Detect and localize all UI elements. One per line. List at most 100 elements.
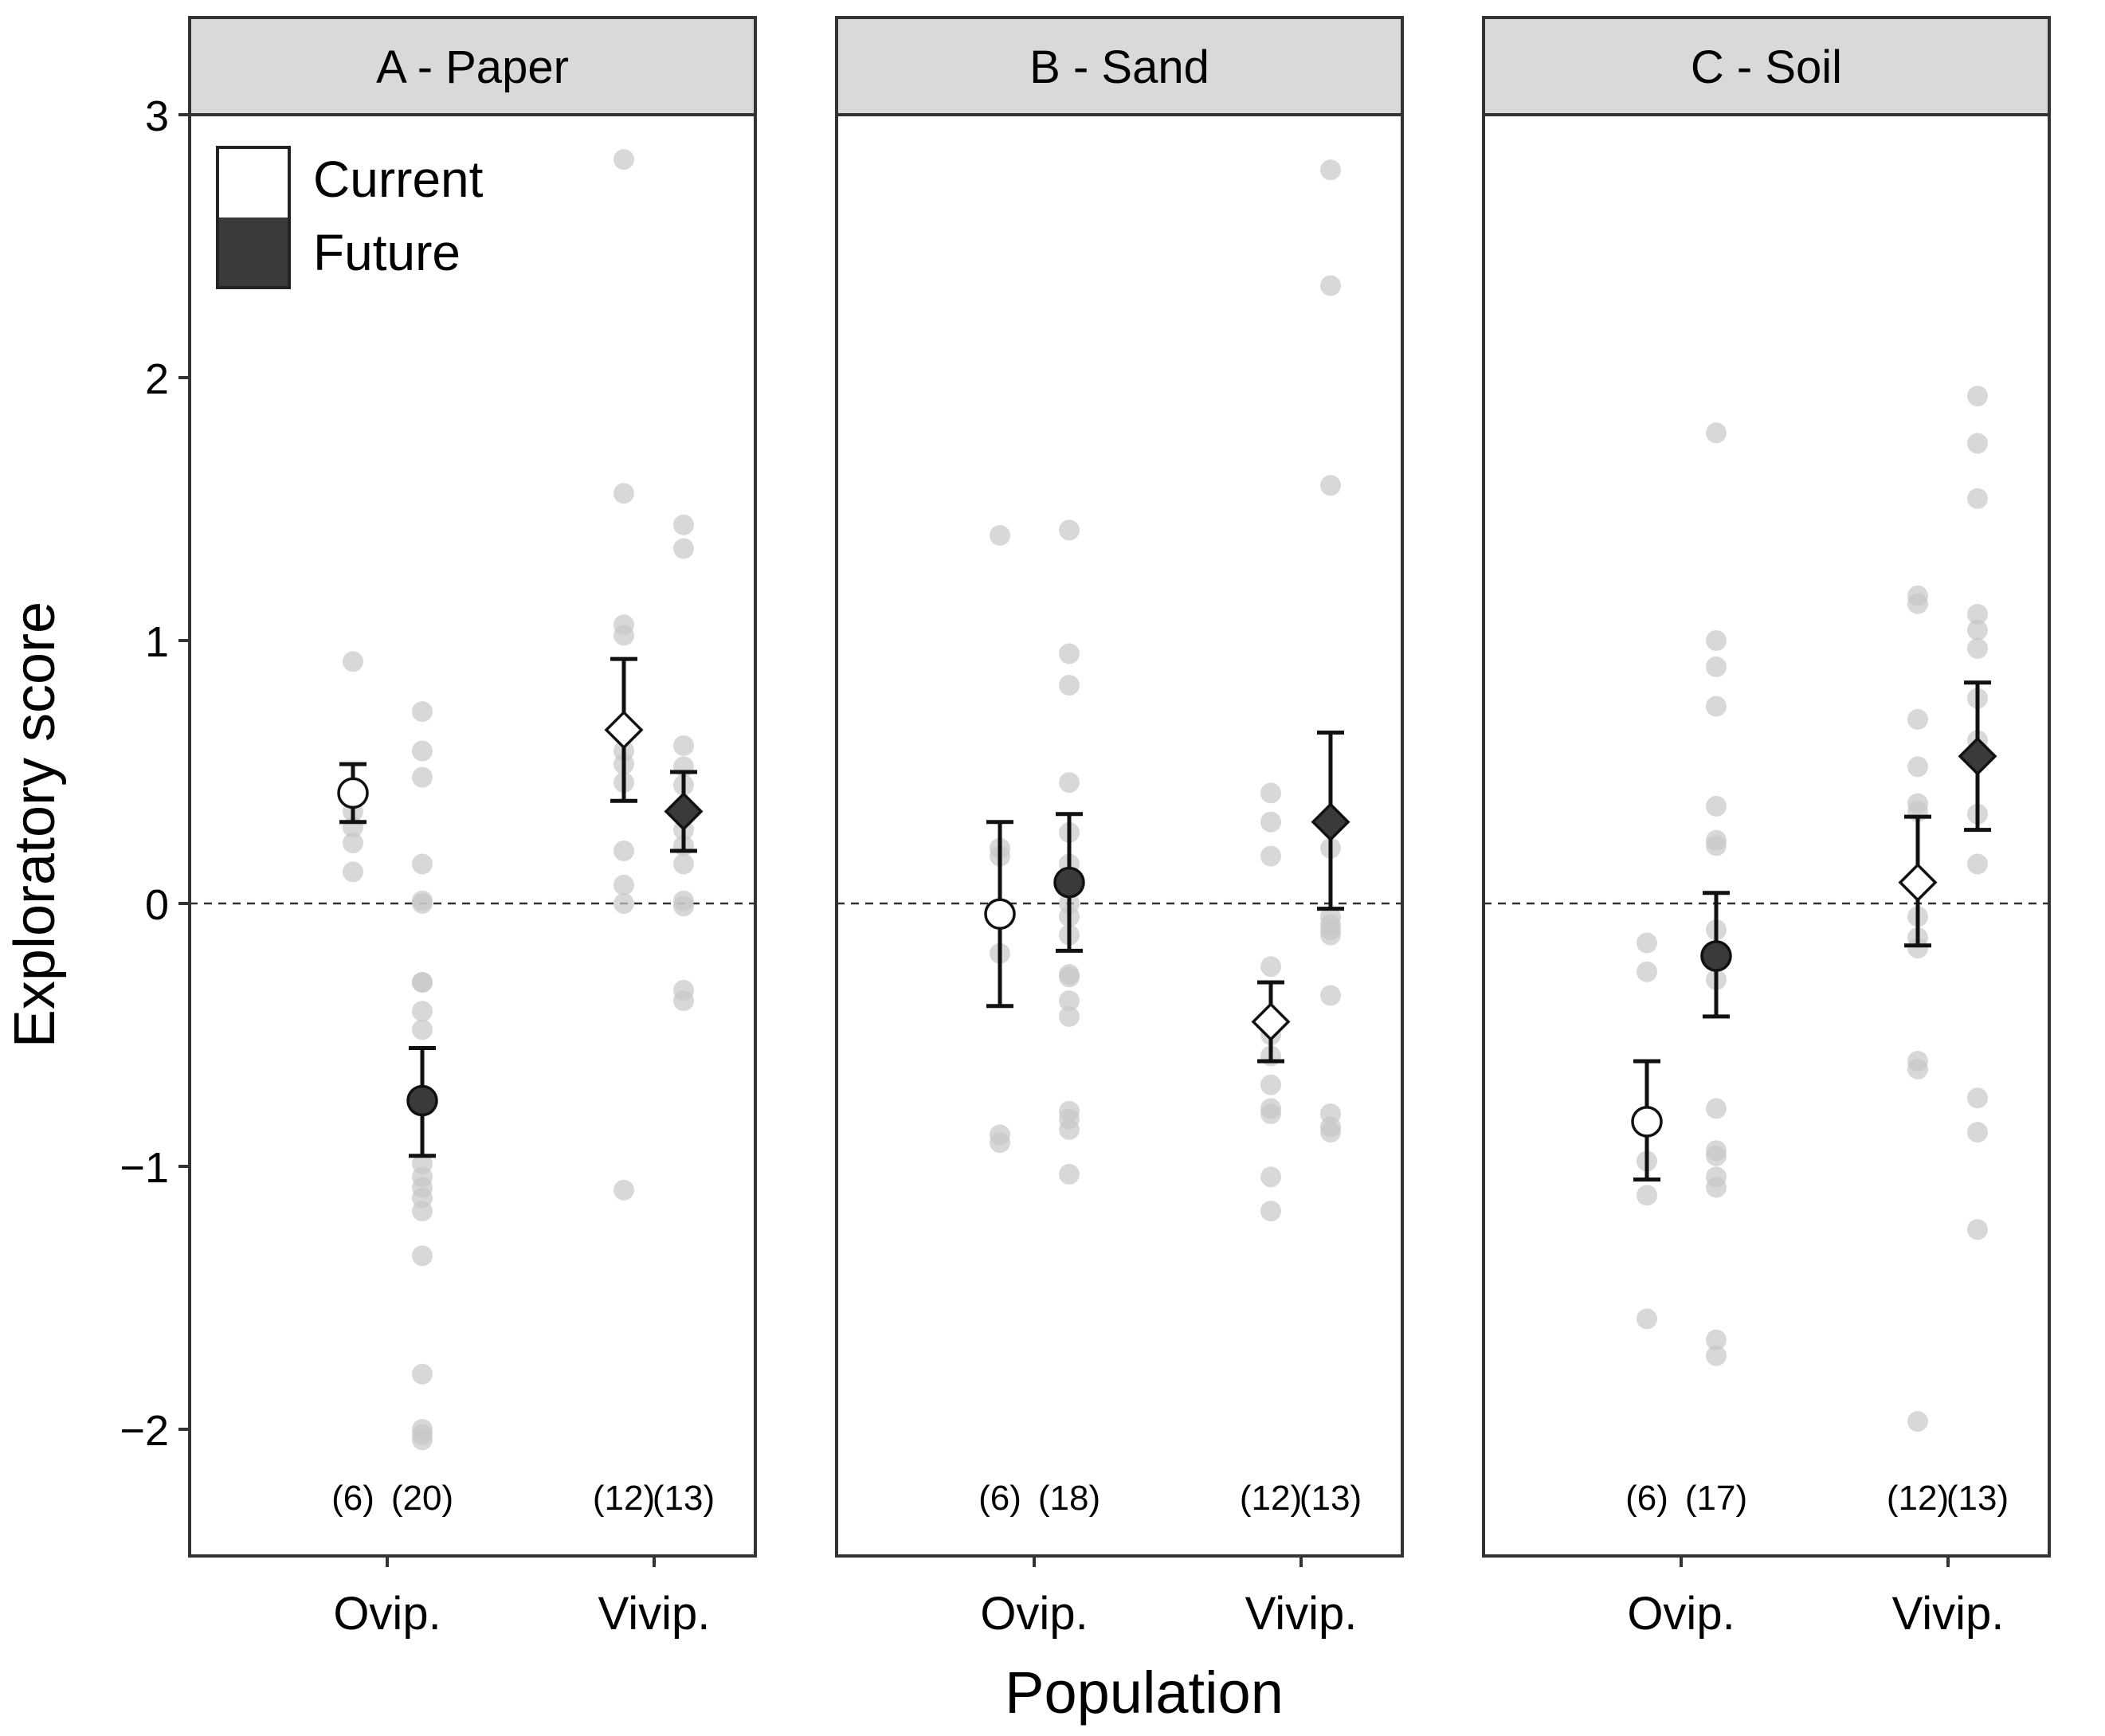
raw-data-point	[1320, 475, 1341, 496]
group-vivip-future: (13)	[653, 514, 715, 1518]
mean-marker-diamond	[1251, 1002, 1291, 1041]
raw-data-point	[1967, 488, 1988, 509]
raw-data-point	[1059, 1119, 1080, 1140]
group-vivip-future: (13)	[1299, 159, 1362, 1518]
raw-data-point	[1260, 956, 1281, 978]
raw-data-point	[412, 893, 433, 914]
raw-data-point	[412, 1001, 433, 1022]
raw-data-point	[1706, 1145, 1727, 1166]
raw-data-point	[990, 1132, 1010, 1154]
mean-marker-circle	[984, 898, 1016, 930]
raw-data-point	[1260, 1074, 1281, 1095]
raw-data-point	[673, 895, 694, 917]
raw-data-point	[613, 149, 634, 170]
sample-size-label: (13)	[653, 1479, 715, 1518]
x-tick-label: Vivip.	[1892, 1588, 2005, 1640]
raw-data-point	[1320, 924, 1341, 946]
raw-data-point	[1907, 1058, 1928, 1080]
legend-swatch	[218, 147, 289, 217]
raw-data-point	[1967, 1122, 1988, 1143]
raw-data-point	[673, 853, 694, 875]
panel-title: C - Soil	[1691, 41, 1842, 93]
group-ovip-current: (6)	[331, 651, 374, 1518]
raw-data-point	[412, 1429, 433, 1451]
raw-data-point	[1706, 696, 1727, 717]
raw-data-point	[613, 841, 634, 861]
group-ovip-current: (6)	[978, 525, 1021, 1518]
raw-data-point	[412, 1245, 433, 1267]
raw-data-point	[1907, 756, 1928, 778]
raw-data-point	[1967, 433, 1988, 454]
panel-2: B - Sand Ovip. Vivip. (6) (18) (12)(13)	[835, 16, 1404, 1640]
y-tick-label: −1	[120, 1144, 169, 1192]
x-tick-label: Vivip.	[1245, 1588, 1358, 1640]
raw-data-point	[1706, 835, 1727, 856]
group-vivip-current: (12)	[1240, 782, 1302, 1518]
legend-label: Future	[313, 224, 461, 281]
y-tick-label: −2	[120, 1407, 169, 1455]
mean-marker-circle	[1053, 866, 1085, 899]
raw-data-point	[1637, 961, 1657, 982]
mean-marker-diamond	[1958, 736, 1997, 776]
raw-data-point	[412, 701, 433, 723]
raw-data-point	[1706, 1329, 1727, 1350]
y-tick-label: 3	[145, 92, 169, 140]
x-axis-label: Population	[1005, 1660, 1284, 1726]
sample-size-label: (17)	[1685, 1479, 1747, 1518]
sample-size-label: (13)	[1299, 1479, 1362, 1518]
y-tick-label: 0	[145, 881, 169, 929]
raw-data-point	[343, 833, 363, 854]
raw-data-point	[1059, 675, 1080, 696]
mean-marker-circle	[1700, 940, 1732, 972]
raw-data-point	[1320, 1122, 1341, 1143]
raw-data-point	[1260, 811, 1281, 833]
raw-data-point	[673, 990, 694, 1012]
raw-data-point	[1706, 1098, 1727, 1119]
group-vivip-future: (13)	[1946, 386, 2009, 1518]
raw-data-point	[1059, 990, 1080, 1012]
x-tick-label: Vivip.	[598, 1588, 711, 1640]
raw-data-point	[1706, 1345, 1727, 1366]
raw-data-point	[1059, 772, 1080, 794]
raw-data-point	[412, 972, 433, 993]
raw-data-point	[1706, 656, 1727, 677]
raw-data-point	[1967, 1219, 1988, 1240]
group-ovip-current: (6)	[1625, 932, 1668, 1518]
raw-data-point	[1260, 1201, 1281, 1222]
raw-data-point	[1059, 966, 1080, 988]
legend-label: Current	[313, 151, 484, 208]
raw-data-point	[1637, 932, 1657, 954]
y-tick-label: 1	[145, 618, 169, 666]
panel-title: A - Paper	[376, 41, 569, 93]
raw-data-point	[1967, 386, 1988, 407]
raw-data-point	[1907, 709, 1928, 730]
mean-marker-diamond	[1898, 863, 1938, 903]
group-ovip-future: (17)	[1685, 422, 1747, 1518]
raw-data-point	[1706, 795, 1727, 817]
raw-data-point	[1260, 782, 1281, 804]
raw-data-point	[412, 740, 433, 762]
sample-size-label: (12)	[1887, 1479, 1949, 1518]
sample-size-label: (13)	[1946, 1479, 2009, 1518]
raw-data-point	[1260, 845, 1281, 867]
x-tick-label: Ovip.	[1627, 1588, 1735, 1640]
sample-size-label: (6)	[331, 1479, 374, 1518]
panel-3: C - Soil Ovip. Vivip. (6) (17) (12)(13)	[1482, 16, 2051, 1640]
raw-data-point	[613, 1179, 634, 1201]
raw-data-point	[1637, 1185, 1657, 1206]
raw-data-point	[1260, 1103, 1281, 1124]
raw-data-point	[1320, 275, 1341, 296]
raw-data-point	[613, 874, 634, 895]
raw-data-point	[343, 651, 363, 672]
raw-data-point	[1320, 985, 1341, 1006]
legend: Current Future	[216, 146, 484, 289]
raw-data-point	[412, 1201, 433, 1222]
raw-data-point	[1706, 422, 1727, 444]
raw-data-point	[613, 483, 634, 504]
raw-data-point	[1967, 637, 1988, 659]
panel-frame	[188, 113, 757, 1558]
panel-title: B - Sand	[1029, 41, 1209, 93]
raw-data-point	[1967, 1087, 1988, 1109]
